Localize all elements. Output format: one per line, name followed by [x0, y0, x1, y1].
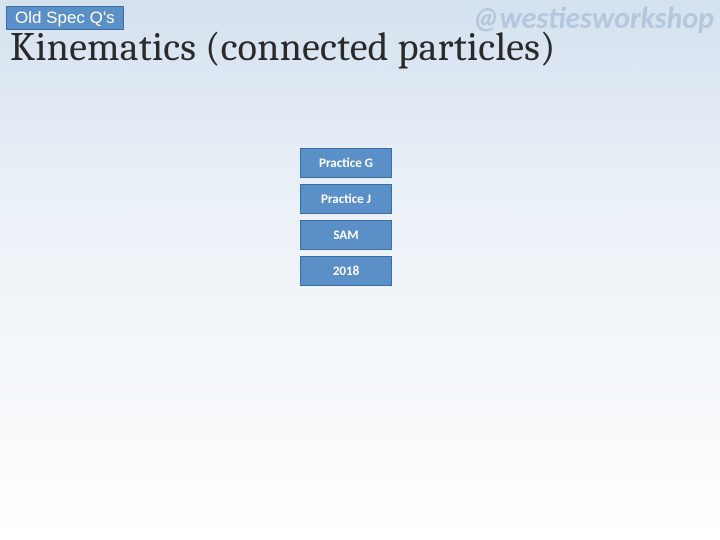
year-2018-button[interactable]: 2018 [300, 256, 392, 286]
nav-button-stack: Practice G Practice J SAM 2018 [300, 148, 392, 286]
page-title: Kinematics (connected particles) [10, 26, 714, 68]
practice-j-button[interactable]: Practice J [300, 184, 392, 214]
sam-button[interactable]: SAM [300, 220, 392, 250]
practice-g-button[interactable]: Practice G [300, 148, 392, 178]
